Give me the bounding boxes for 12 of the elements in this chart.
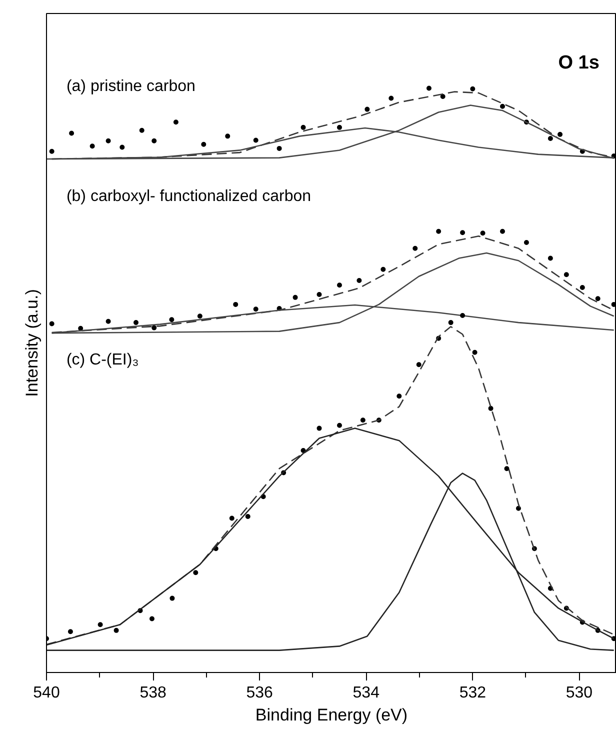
annotation: (b) carboxyl- functionalized carbon	[66, 188, 312, 206]
x-tick-label: 532	[459, 684, 486, 702]
x-tick-label: 534	[352, 684, 380, 702]
x-tick-label: 536	[246, 684, 274, 702]
x-tick-label: 530	[566, 684, 593, 702]
annotation: (a) pristine carbon	[66, 78, 196, 96]
x-tick-label: 540	[33, 684, 60, 702]
y-axis-title: Intensity (a.u.)	[22, 289, 42, 397]
text: O 1s	[558, 52, 600, 74]
x-tick-label: 538	[140, 684, 166, 702]
annotation: (c) C-(EI)₃	[66, 352, 139, 369]
x-axis-title: Binding Energy (eV)	[255, 706, 408, 724]
